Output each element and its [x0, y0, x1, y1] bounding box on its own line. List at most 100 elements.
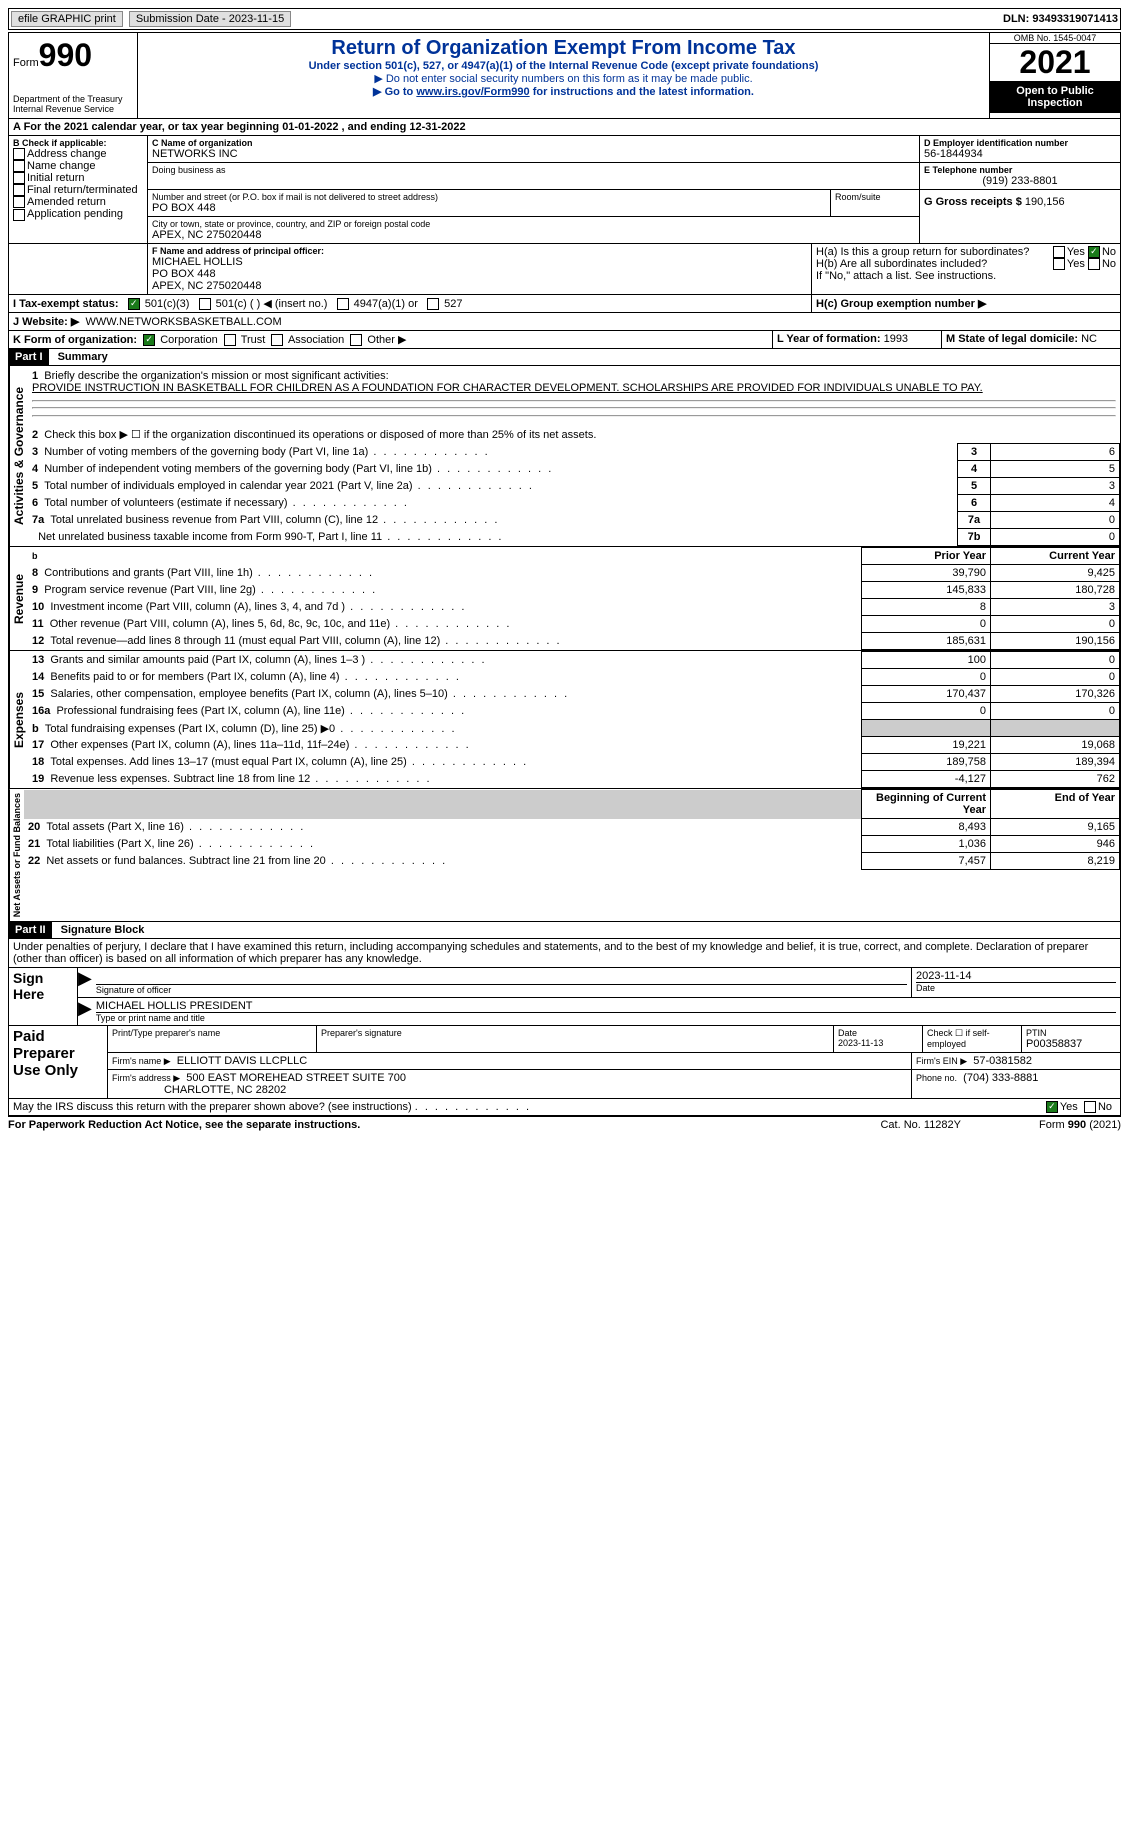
city-label: City or town, state or province, country…	[152, 219, 915, 229]
check-address[interactable]	[13, 148, 25, 160]
k-other[interactable]	[350, 334, 362, 346]
check-final[interactable]	[13, 184, 25, 196]
l1-label: Briefly describe the organization's miss…	[44, 370, 388, 382]
gov-table: 3 Number of voting members of the govern…	[28, 443, 1120, 546]
exp-table: 13 Grants and similar amounts paid (Part…	[28, 651, 1120, 788]
dln-label: DLN: 93493319071413	[1003, 13, 1118, 25]
form-footer: Form 990 (2021)	[961, 1119, 1121, 1131]
may-irs-row: May the IRS discuss this return with the…	[8, 1099, 1121, 1116]
submission-date-button[interactable]: Submission Date - 2023-11-15	[129, 11, 291, 27]
e-label: E Telephone number	[924, 165, 1116, 175]
room-label: Room/suite	[835, 192, 915, 202]
may-irs-no[interactable]	[1084, 1101, 1096, 1113]
website: WWW.NETWORKSBASKETBALL.COM	[85, 316, 281, 328]
form-title: Return of Organization Exempt From Incom…	[142, 37, 985, 60]
net-table: Beginning of Current Year End of Year 20…	[24, 789, 1120, 870]
i-501c[interactable]	[199, 298, 211, 310]
form-subtitle: Under section 501(c), 527, or 4947(a)(1)…	[142, 60, 985, 72]
form-header: Form990 Department of the Treasury Inter…	[8, 32, 1121, 119]
part1-body: Activities & Governance 1 Briefly descri…	[8, 366, 1121, 547]
l-label: L Year of formation:	[777, 333, 881, 345]
part1-title: Summary	[52, 349, 114, 365]
gross-receipts: 190,156	[1025, 196, 1065, 208]
officer-city: APEX, NC 275020448	[152, 280, 807, 292]
i-501c3[interactable]: ✓	[128, 298, 140, 310]
hc-label: H(c) Group exemption number ▶	[816, 298, 986, 310]
firm-addr1: 500 EAST MOREHEAD STREET SUITE 700	[186, 1072, 406, 1084]
paid-preparer-block: Paid Preparer Use Only Print/Type prepar…	[8, 1026, 1121, 1099]
officer-street: PO BOX 448	[152, 268, 807, 280]
tax-year: 2021	[990, 44, 1120, 81]
ha-label: H(a) Is this a group return for subordin…	[816, 246, 1053, 258]
sign-here-block: Sign Here ▶ Signature of officer 2023-11…	[8, 968, 1121, 1026]
l2-text: Check this box ▶ ☐ if the organization d…	[44, 429, 596, 441]
check-name[interactable]	[13, 160, 25, 172]
part1: Part I Summary	[8, 349, 1121, 366]
k-trust[interactable]	[224, 334, 236, 346]
form-word: Form	[13, 57, 39, 69]
hb-no[interactable]	[1088, 258, 1100, 270]
year-formation: 1993	[884, 333, 908, 345]
check-pending[interactable]	[13, 209, 25, 221]
rev-table: b Prior Year Current Year 8 Contribution…	[28, 547, 1120, 650]
k-l-m-row: K Form of organization: ✓ Corporation Tr…	[8, 331, 1121, 349]
vert-governance: Activities & Governance	[9, 366, 28, 546]
footer: For Paperwork Reduction Act Notice, see …	[8, 1116, 1121, 1133]
org-name: NETWORKS INC	[152, 148, 915, 160]
identity-block: B Check if applicable: Address change Na…	[8, 136, 1121, 244]
vert-expenses: Expenses	[9, 651, 28, 788]
phone: (919) 233-8801	[924, 175, 1116, 187]
may-irs-yes[interactable]: ✓	[1046, 1101, 1058, 1113]
mission-text: PROVIDE INSTRUCTION IN BASKETBALL FOR CH…	[32, 382, 983, 394]
part2-header: Part II	[9, 922, 52, 938]
i-527[interactable]	[427, 298, 439, 310]
k-assoc[interactable]	[271, 334, 283, 346]
sign-here-label: Sign Here	[9, 968, 78, 1025]
i-4947[interactable]	[337, 298, 349, 310]
ha-yes[interactable]	[1053, 246, 1065, 258]
check-initial[interactable]	[13, 172, 25, 184]
form-number: 990	[39, 37, 92, 73]
firm-name: ELLIOTT DAVIS LLCPLLC	[177, 1055, 307, 1067]
efile-print-button[interactable]: efile GRAPHIC print	[11, 11, 123, 27]
sig-date: 2023-11-14	[916, 970, 1116, 982]
top-bar: efile GRAPHIC print Submission Date - 20…	[8, 8, 1121, 30]
hb-note: If "No," attach a list. See instructions…	[816, 270, 1116, 282]
declaration: Under penalties of perjury, I declare th…	[8, 939, 1121, 968]
website-row: J Website: ▶ WWW.NETWORKSBASKETBALL.COM	[8, 313, 1121, 331]
firm-addr2: CHARLOTTE, NC 28202	[164, 1084, 286, 1096]
ein: 56-1844934	[924, 148, 1116, 160]
g-label: G Gross receipts $	[924, 196, 1022, 208]
j-label: J Website: ▶	[13, 316, 79, 328]
vert-revenue: Revenue	[9, 547, 28, 650]
hb-label: H(b) Are all subordinates included?	[816, 258, 1053, 270]
paperwork-notice: For Paperwork Reduction Act Notice, see …	[8, 1119, 880, 1131]
k-label: K Form of organization:	[13, 334, 137, 346]
cat-no: Cat. No. 11282Y	[880, 1119, 961, 1131]
part2: Part II Signature Block	[8, 922, 1121, 939]
irs-link[interactable]: www.irs.gov/Form990	[416, 86, 529, 98]
firm-ein: 57-0381582	[973, 1055, 1032, 1067]
open-inspection: Open to Public Inspection	[990, 81, 1120, 113]
c-name-label: C Name of organization	[152, 138, 915, 148]
note-goto: ▶ Go to www.irs.gov/Form990 for instruct…	[142, 85, 985, 98]
hb-yes[interactable]	[1053, 258, 1065, 270]
street-label: Number and street (or P.O. box if mail i…	[152, 192, 826, 202]
k-corp[interactable]: ✓	[143, 334, 155, 346]
expenses-block: Expenses 13 Grants and similar amounts p…	[8, 651, 1121, 789]
note-ssn: ▶ Do not enter social security numbers o…	[142, 72, 985, 85]
check-amended[interactable]	[13, 196, 25, 208]
city: APEX, NC 275020448	[152, 229, 915, 241]
sig-officer-label: Signature of officer	[96, 984, 907, 995]
officer-block: F Name and address of principal officer:…	[8, 244, 1121, 295]
ha-no[interactable]: ✓	[1088, 246, 1100, 258]
officer-name: MICHAEL HOLLIS	[152, 256, 807, 268]
sig-date-label: Date	[916, 982, 1116, 993]
revenue-block: Revenue b Prior Year Current Year 8 Cont…	[8, 547, 1121, 651]
vert-netassets: Net Assets or Fund Balances	[9, 789, 24, 921]
omb-number: OMB No. 1545-0047	[990, 33, 1120, 44]
d-label: D Employer identification number	[924, 138, 1116, 148]
f-label: F Name and address of principal officer:	[152, 246, 807, 256]
dba-label: Doing business as	[152, 165, 915, 175]
netassets-block: Net Assets or Fund Balances Beginning of…	[8, 789, 1121, 922]
